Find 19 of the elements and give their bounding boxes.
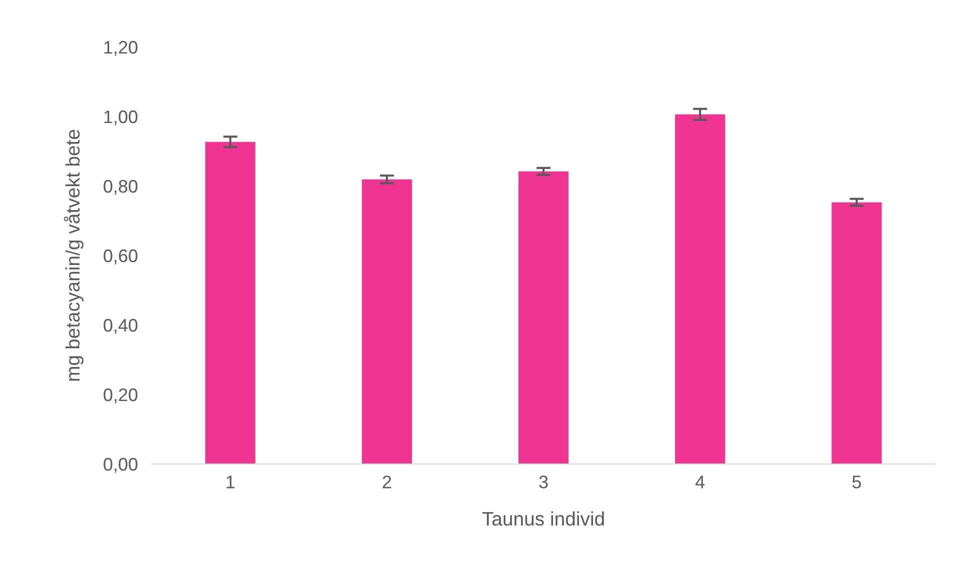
y-tick-label: 1,20 <box>104 40 138 56</box>
y-tick-label: 0,60 <box>104 249 138 264</box>
y-axis-title: mg betacyanin/g våtvekt bete <box>64 130 84 381</box>
bar <box>205 142 256 464</box>
x-axis-title: Taunus individ <box>482 511 604 526</box>
bar <box>518 171 569 464</box>
x-tick-label: 3 <box>539 476 548 488</box>
y-tick-label: 0,00 <box>104 458 138 473</box>
bar <box>675 114 726 464</box>
bar <box>362 179 412 464</box>
y-tick-label: 1,00 <box>104 110 138 126</box>
x-tick-label: 1 <box>226 476 234 488</box>
y-tick-label: 0,20 <box>104 388 138 404</box>
bar <box>832 202 882 464</box>
x-tick-label: 5 <box>852 476 861 488</box>
x-tick-label: 4 <box>695 476 705 488</box>
x-tick-label: 2 <box>382 476 392 488</box>
y-tick-label: 0,80 <box>104 180 138 195</box>
y-tick-label: 0,40 <box>104 318 138 334</box>
